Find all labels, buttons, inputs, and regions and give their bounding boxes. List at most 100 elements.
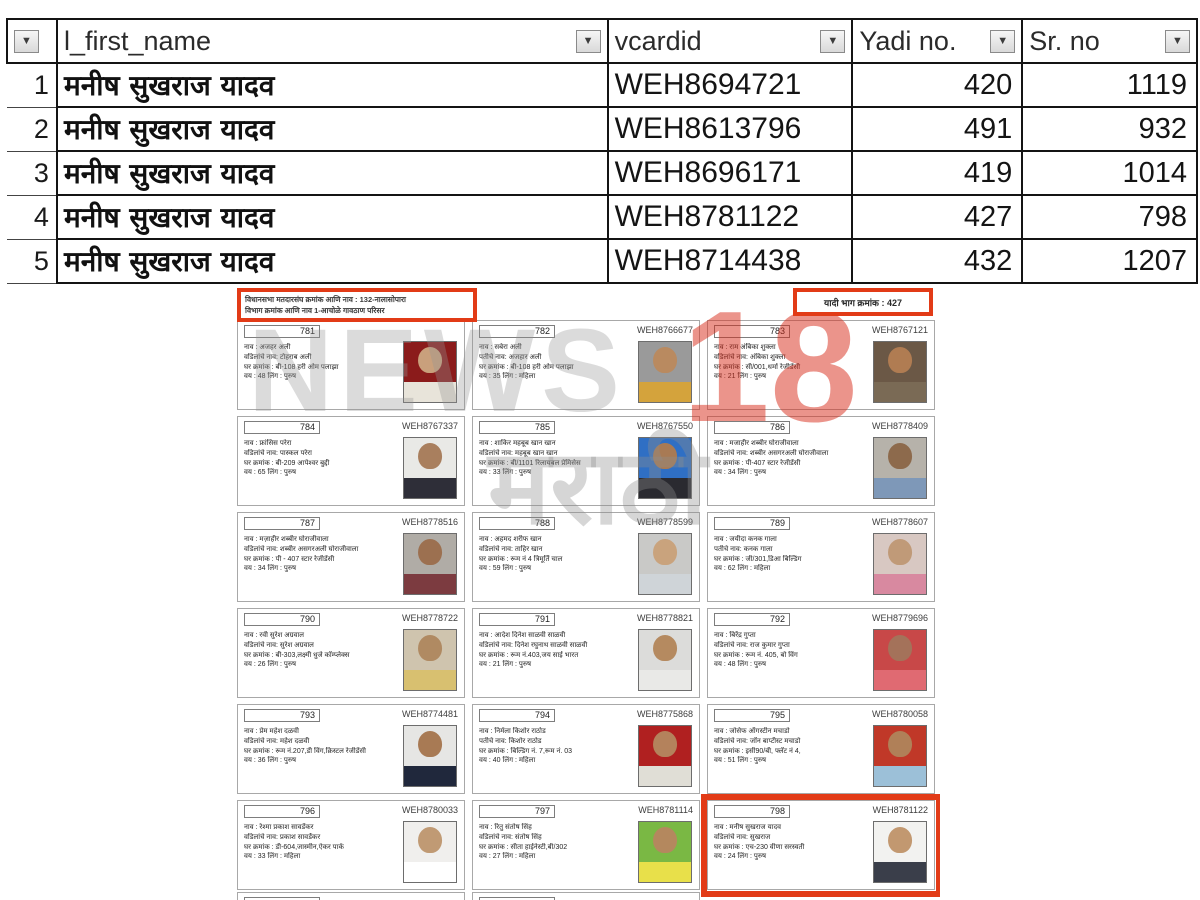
voter-photo-shirt	[404, 573, 456, 594]
voter-name-line: नाव : अहमद शरीफ खान	[479, 536, 542, 543]
cell-sr-no[interactable]: 1014	[1021, 150, 1198, 196]
cell-first-name[interactable]: मनीष सुखराज यादव	[55, 106, 609, 152]
voter-card-number: 785	[479, 421, 555, 434]
voter-photo-shirt	[404, 765, 456, 786]
voter-card: 788 WEH8778599 नाव : अहमद शरीफ खान वडिलांचे…	[472, 512, 700, 602]
cell-vcardid[interactable]: WEH8694721	[606, 62, 854, 108]
cell-first-name[interactable]: मनीष सुखराज यादव	[55, 150, 609, 196]
cell-sr-no[interactable]: 798	[1021, 194, 1198, 240]
voter-photo-shirt	[874, 477, 926, 498]
voter-name-line: नाव : शाकिर महबूब खान खान	[479, 440, 556, 447]
cell-row-number[interactable]: 5	[7, 239, 58, 284]
corner-filter-cell[interactable]: ▼	[6, 18, 58, 64]
cell-yadi-no[interactable]: 427	[851, 194, 1024, 240]
voter-card-details: नाव : प्रेम महेश दळवी वडिलांचे नाव: महेश …	[244, 727, 402, 766]
voter-name-line: नाव : जोसेफ ऑगस्टीन मचाडो	[714, 728, 790, 735]
voter-photo-face	[653, 538, 677, 566]
voter-photo-face	[888, 538, 912, 566]
cell-vcardid[interactable]: WEH8714438	[606, 238, 854, 284]
cell-row-number[interactable]: 3	[7, 151, 58, 196]
header-vcardid-wrap: vcardid ▼	[615, 26, 846, 57]
voter-age-gender-line: वय : 48 लिंग : पुरुष	[714, 661, 767, 669]
cell-first-name[interactable]: मनीष सुखराज यादव	[55, 194, 609, 240]
voter-card-number: 782	[479, 325, 555, 338]
voter-card-number: 786	[714, 421, 790, 434]
voter-age-gender-line: वय : 51 लिंग : पुरुष	[714, 757, 767, 765]
voter-card-number: 795	[714, 709, 790, 722]
voter-name-line: नाव : सबेरा अली	[479, 344, 522, 351]
cell-sr-no[interactable]: 1119	[1021, 62, 1198, 108]
voter-card-id: WEH8767550	[636, 421, 693, 431]
cell-vcardid[interactable]: WEH8781122	[606, 194, 854, 240]
voter-card-id: WEH8778409	[871, 421, 928, 431]
cell-row-number[interactable]: 2	[7, 107, 58, 152]
voter-photo	[403, 725, 457, 787]
header-first-name-label: l_first_name	[63, 25, 212, 56]
voter-card-number: 792	[714, 613, 790, 626]
header-sr-no-label: Sr. no	[1029, 25, 1100, 56]
voter-age-gender-line: वय : 65 लिंग : पुरुष	[244, 469, 297, 477]
voter-house-line: घर क्रमांक : बी/1101 रिलायबल प्रेमिसेस	[479, 459, 581, 467]
yadi-part-box: यादी भाग क्रमांक : 427	[793, 288, 933, 316]
voter-photo	[638, 629, 692, 691]
voter-card-number: 793	[244, 709, 320, 722]
cell-first-name[interactable]: मनीष सुखराज यादव	[55, 62, 609, 108]
voter-card: 783 WEH8767121 नाव : राम अंबिका शुक्ला वडिल…	[707, 320, 935, 410]
voter-card: 787 WEH8778516 नाव : मज़ाहीर शब्बीर घोराजी…	[237, 512, 465, 602]
voter-card-id: WEH8781114	[638, 805, 693, 815]
voter-name-line: नाव : अजहर अली	[244, 344, 291, 351]
voter-name-line: नाव : बिरेंद्र गुप्ता	[714, 632, 756, 639]
header-yadi-no-label: Yadi no.	[859, 25, 957, 56]
filter-dropdown-icon[interactable]: ▼	[14, 29, 39, 53]
filter-dropdown-icon[interactable]: ▼	[820, 29, 846, 53]
voter-photo-face	[418, 538, 442, 566]
voter-house-line: घर क्रमांक : रूम नं.403,जय साई भारत	[479, 651, 579, 659]
voter-house-line: घर क्रमांक : इसी90/बी, फ्लॅट नं 4,	[714, 747, 801, 755]
voter-age-gender-line: वय : 36 लिंग : पुरुष	[244, 757, 297, 765]
voter-photo-shirt	[639, 669, 691, 690]
filter-dropdown-icon[interactable]: ▼	[1165, 29, 1190, 53]
voter-card-id: WEH8766677	[636, 325, 693, 335]
cell-row-number[interactable]: 1	[7, 63, 58, 108]
header-yadi-no[interactable]: Yadi no. ▼	[851, 18, 1024, 64]
cell-yadi-no[interactable]: 432	[851, 238, 1024, 284]
voter-card: 794 WEH8775868 नाव : निर्मला किशोर राठोड पत…	[472, 704, 700, 794]
sheet-row: 4 मनीष सुखराज यादव WEH8781122 427 798	[7, 194, 1198, 240]
voter-photo-face	[653, 826, 677, 854]
voter-card-id: WEH8781122	[872, 805, 928, 815]
cell-sr-no[interactable]: 932	[1021, 106, 1198, 152]
cell-yadi-no[interactable]: 491	[851, 106, 1024, 152]
cell-vcardid[interactable]: WEH8696171	[606, 150, 854, 196]
voter-photo-shirt	[639, 381, 691, 402]
voter-card: 784 WEH8767337 नाव : फ्रांसिस परेरा वडिलांच…	[237, 416, 465, 506]
voter-name-line: नाव : फ्रांसिस परेरा	[244, 440, 292, 447]
filter-dropdown-icon[interactable]: ▼	[990, 29, 1016, 53]
voter-age-gender-line: वय : 33 लिंग : पुरुष	[479, 469, 532, 477]
voter-photo-face	[418, 442, 442, 470]
header-sr-no[interactable]: Sr. no ▼	[1021, 18, 1198, 64]
cell-sr-no[interactable]: 1207	[1021, 238, 1198, 284]
voter-house-line: घर क्रमांक : रूम नं 4 त्रिमूर्ति चाल	[479, 555, 563, 563]
voter-name-line: नाव : आदेश दिनेश साळवी साळवी	[479, 632, 566, 639]
voter-photo-face	[888, 730, 912, 758]
voter-photo	[873, 437, 927, 499]
voter-card: 791 WEH8778821 नाव : आदेश दिनेश साळवी साळव…	[472, 608, 700, 698]
voter-card-details: नाव : आदेश दिनेश साळवी साळवी वडिलांचे नाव…	[479, 631, 637, 670]
header-vcardid[interactable]: vcardid ▼	[606, 18, 854, 64]
cell-yadi-no[interactable]: 419	[851, 150, 1024, 196]
voter-name-line: नाव : रवी सुरेश अग्रवाल	[244, 632, 304, 639]
voter-card-number: 781	[244, 325, 320, 338]
cell-row-number[interactable]: 4	[7, 195, 58, 240]
cell-first-name[interactable]: मनीष सुखराज यादव	[55, 238, 609, 284]
filter-dropdown-icon[interactable]: ▼	[575, 29, 601, 53]
voter-photo-face	[888, 346, 912, 374]
voter-photo	[873, 821, 927, 883]
voter-age-gender-line: वय : 35 लिंग : महिला	[479, 373, 536, 381]
voter-age-gender-line: वय : 48 लिंग : पुरुष	[244, 373, 297, 381]
cell-yadi-no[interactable]: 420	[851, 62, 1024, 108]
voter-card: 792 WEH8779696 नाव : बिरेंद्र गुप्ता वडिलां…	[707, 608, 935, 698]
voter-relation-line: वडिलांचे नाव: शब्बीर असगरअली घोराजीवाला	[244, 545, 359, 553]
cell-vcardid[interactable]: WEH8613796	[606, 106, 854, 152]
header-first-name[interactable]: l_first_name ▼	[55, 18, 609, 64]
voter-photo-face	[653, 730, 677, 758]
